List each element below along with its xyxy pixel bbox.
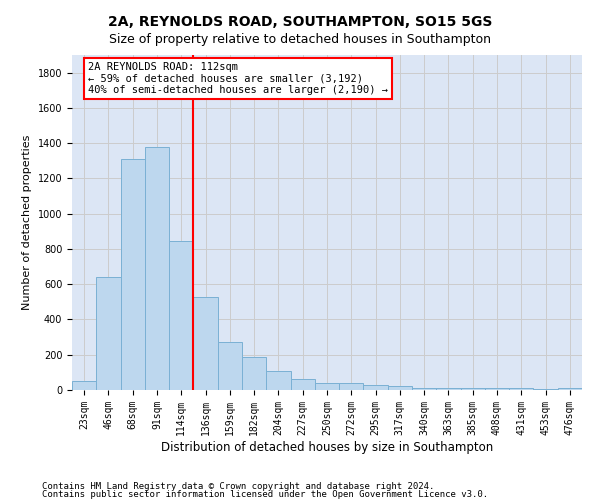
Bar (412, 388, 436, 390)
Bar (509, 388, 533, 390)
Bar (242, 358, 266, 390)
Text: Size of property relative to detached houses in Southampton: Size of property relative to detached ho… (109, 32, 491, 46)
Bar (193, 296, 218, 390)
Bar (461, 388, 485, 390)
Bar (290, 378, 315, 390)
Text: Contains public sector information licensed under the Open Government Licence v3: Contains public sector information licen… (42, 490, 488, 499)
Bar (145, 146, 169, 390)
Bar (558, 388, 582, 390)
Bar (121, 159, 145, 390)
Text: Contains HM Land Registry data © Crown copyright and database right 2024.: Contains HM Land Registry data © Crown c… (42, 482, 434, 491)
Bar (218, 342, 242, 390)
Text: 2A REYNOLDS ROAD: 112sqm
← 59% of detached houses are smaller (3,192)
40% of sem: 2A REYNOLDS ROAD: 112sqm ← 59% of detach… (88, 62, 388, 96)
Bar (96, 277, 121, 390)
X-axis label: Distribution of detached houses by size in Southampton: Distribution of detached houses by size … (161, 440, 493, 454)
Text: 2A, REYNOLDS ROAD, SOUTHAMPTON, SO15 5GS: 2A, REYNOLDS ROAD, SOUTHAMPTON, SO15 5GS (108, 15, 492, 29)
Bar (169, 241, 193, 390)
Bar (266, 372, 290, 390)
Y-axis label: Number of detached properties: Number of detached properties (22, 135, 32, 310)
Bar (339, 383, 364, 390)
Bar (72, 381, 96, 390)
Bar (533, 389, 558, 390)
Bar (436, 388, 461, 390)
Bar (364, 384, 388, 390)
Bar (315, 383, 339, 390)
Bar (388, 386, 412, 390)
Bar (485, 388, 509, 390)
